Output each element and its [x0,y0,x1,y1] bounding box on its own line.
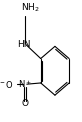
Text: N$^+$: N$^+$ [18,78,32,90]
Text: NH$_2$: NH$_2$ [21,1,40,14]
Text: $^-$O: $^-$O [0,79,14,90]
Text: O: O [21,99,28,108]
Text: HN: HN [17,40,31,49]
